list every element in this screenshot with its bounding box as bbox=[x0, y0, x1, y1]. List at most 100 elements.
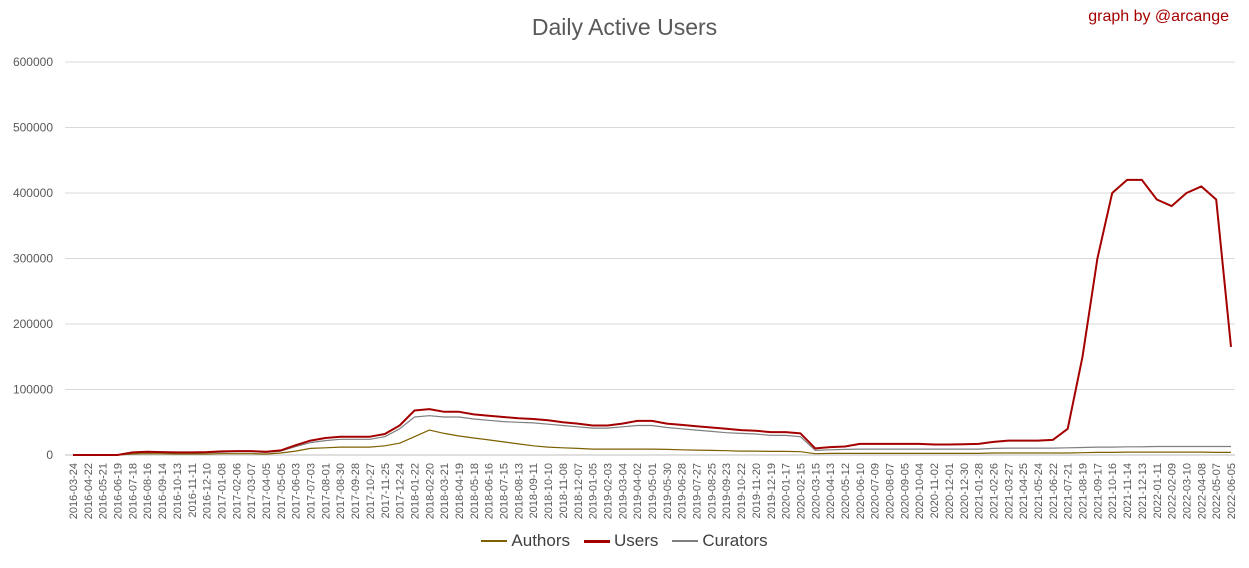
x-tick-label: 2020-10-04 bbox=[914, 463, 926, 519]
x-tick-label: 2018-02-20 bbox=[424, 463, 436, 519]
x-tick-label: 2021-02-26 bbox=[988, 463, 1000, 519]
x-tick-label: 2020-03-15 bbox=[810, 463, 822, 519]
x-tick-label: 2016-10-13 bbox=[172, 463, 184, 519]
x-tick-label: 2017-01-08 bbox=[216, 463, 228, 519]
x-tick-label: 2017-08-01 bbox=[320, 463, 332, 519]
x-tick-label: 2018-04-19 bbox=[454, 463, 466, 519]
x-tick-label: 2017-05-05 bbox=[276, 463, 288, 519]
x-tick-label: 2019-02-03 bbox=[602, 463, 614, 519]
y-axis-ticks: 0 100000 200000 300000 400000 500000 600000 bbox=[13, 55, 53, 462]
x-tick-label: 2018-11-08 bbox=[558, 463, 570, 518]
series-line-users bbox=[73, 178, 1232, 456]
legend-label-users: Users bbox=[614, 531, 659, 550]
x-tick-label: 2016-09-14 bbox=[157, 463, 169, 519]
x-tick-label: 2020-12-01 bbox=[944, 463, 956, 519]
x-tick-label: 2017-09-28 bbox=[350, 463, 362, 519]
x-tick-label: 2022-02-09 bbox=[1167, 463, 1179, 519]
x-tick-label: 2018-05-18 bbox=[469, 463, 481, 519]
x-tick-label: 2019-11-20 bbox=[751, 463, 763, 518]
x-tick-label: 2020-09-05 bbox=[899, 463, 911, 519]
x-tick-label: 2021-10-16 bbox=[1107, 463, 1119, 519]
x-tick-label: 2019-05-30 bbox=[662, 463, 674, 519]
x-tick-label: 2020-04-13 bbox=[825, 463, 837, 519]
x-tick-label: 2018-07-15 bbox=[499, 463, 511, 519]
x-tick-label: 2018-12-07 bbox=[573, 463, 585, 519]
x-tick-label: 2018-09-11 bbox=[528, 463, 540, 518]
legend-item-users[interactable]: Users bbox=[584, 531, 658, 551]
x-tick-label: 2019-03-04 bbox=[617, 463, 629, 519]
x-tick-label: 2019-08-25 bbox=[706, 463, 718, 519]
x-tick-label: 2020-02-15 bbox=[795, 463, 807, 519]
x-tick-label: 2016-04-22 bbox=[83, 463, 95, 519]
y-tick-label: 200000 bbox=[13, 317, 53, 331]
x-tick-label: 2018-08-13 bbox=[513, 463, 525, 519]
legend-swatch-users bbox=[584, 539, 610, 543]
x-tick-label: 2019-09-23 bbox=[721, 463, 733, 519]
legend-label-curators: Curators bbox=[702, 531, 768, 550]
x-tick-label: 2017-04-05 bbox=[261, 463, 273, 519]
x-tick-label: 2021-03-27 bbox=[1003, 463, 1015, 519]
chart-credit: graph by @arcange bbox=[1088, 8, 1229, 25]
x-tick-label: 2017-02-06 bbox=[231, 463, 243, 519]
x-tick-label: 2016-08-16 bbox=[142, 463, 154, 519]
x-tick-label: 2017-07-03 bbox=[306, 463, 318, 519]
x-tick-label: 2020-08-07 bbox=[885, 463, 897, 519]
x-tick-label: 2017-03-07 bbox=[246, 463, 258, 519]
x-tick-label: 2017-10-27 bbox=[365, 463, 377, 519]
x-tick-label: 2017-06-03 bbox=[291, 463, 303, 519]
y-tick-label: 0 bbox=[46, 448, 53, 462]
legend-swatch-authors bbox=[481, 540, 508, 542]
x-tick-label: 2016-11-11 bbox=[187, 463, 199, 518]
x-tick-label: 2020-07-09 bbox=[870, 463, 882, 519]
x-tick-label: 2020-06-10 bbox=[855, 463, 867, 519]
x-tick-label: 2022-03-10 bbox=[1181, 463, 1193, 519]
series-lines bbox=[73, 178, 1232, 456]
x-tick-label: 2017-12-24 bbox=[395, 463, 407, 519]
x-tick-label: 2016-03-24 bbox=[68, 463, 80, 519]
x-tick-label: 2022-04-08 bbox=[1196, 463, 1208, 519]
x-tick-label: 2019-04-02 bbox=[632, 463, 644, 519]
legend-item-authors[interactable]: Authors bbox=[481, 531, 570, 551]
x-tick-label: 2022-01-11 bbox=[1152, 463, 1164, 518]
legend-label-authors: Authors bbox=[511, 531, 570, 550]
x-tick-label: 2019-07-27 bbox=[692, 463, 704, 519]
gridlines bbox=[65, 61, 1235, 456]
x-tick-label: 2020-11-02 bbox=[929, 463, 941, 518]
x-tick-label: 2021-04-25 bbox=[1018, 463, 1030, 519]
x-tick-label: 2018-03-21 bbox=[439, 463, 451, 519]
y-tick-label: 300000 bbox=[13, 252, 53, 266]
x-tick-label: 2020-05-12 bbox=[840, 463, 852, 519]
legend-swatch-curators bbox=[672, 540, 699, 542]
x-tick-label: 2016-12-10 bbox=[202, 463, 214, 519]
x-tick-label: 2022-05-07 bbox=[1211, 463, 1223, 519]
y-tick-label: 100000 bbox=[13, 383, 53, 397]
x-tick-label: 2019-12-19 bbox=[766, 463, 778, 519]
x-tick-label: 2019-06-28 bbox=[677, 463, 689, 519]
x-tick-label: 2016-06-19 bbox=[113, 463, 125, 519]
x-tick-label: 2017-11-25 bbox=[380, 463, 392, 518]
x-tick-label: 2021-12-13 bbox=[1137, 463, 1149, 519]
x-tick-label: 2019-05-01 bbox=[647, 463, 659, 519]
x-tick-label: 2021-07-21 bbox=[1063, 463, 1075, 519]
x-tick-label: 2018-06-16 bbox=[484, 463, 496, 519]
x-tick-label: 2021-09-17 bbox=[1092, 463, 1104, 519]
x-tick-label: 2019-10-22 bbox=[736, 463, 748, 519]
x-tick-label: 2019-01-05 bbox=[588, 463, 600, 519]
x-tick-label: 2020-12-30 bbox=[959, 463, 971, 519]
x-tick-label: 2021-05-24 bbox=[1033, 463, 1045, 519]
chart-title: Daily Active Users bbox=[531, 14, 718, 40]
x-tick-label: 2021-08-19 bbox=[1078, 463, 1090, 519]
y-tick-label: 500000 bbox=[13, 121, 53, 135]
x-tick-label: 2016-05-21 bbox=[98, 463, 110, 519]
y-tick-label: 400000 bbox=[13, 186, 53, 200]
x-tick-label: 2016-07-18 bbox=[127, 463, 139, 519]
x-tick-label: 2018-10-10 bbox=[543, 463, 555, 519]
legend-item-curators[interactable]: Curators bbox=[672, 531, 768, 551]
x-tick-label: 2022-06-05 bbox=[1226, 463, 1238, 519]
series-line-authors bbox=[73, 429, 1231, 456]
x-axis-ticks: 2016-03-24 2016-04-22 2016-05-21 2016-06-19… bbox=[68, 463, 1238, 519]
x-tick-label: 2020-01-17 bbox=[781, 463, 793, 519]
x-tick-label: 2021-06-22 bbox=[1048, 463, 1060, 519]
x-tick-label: 2021-11-14 bbox=[1122, 463, 1134, 518]
